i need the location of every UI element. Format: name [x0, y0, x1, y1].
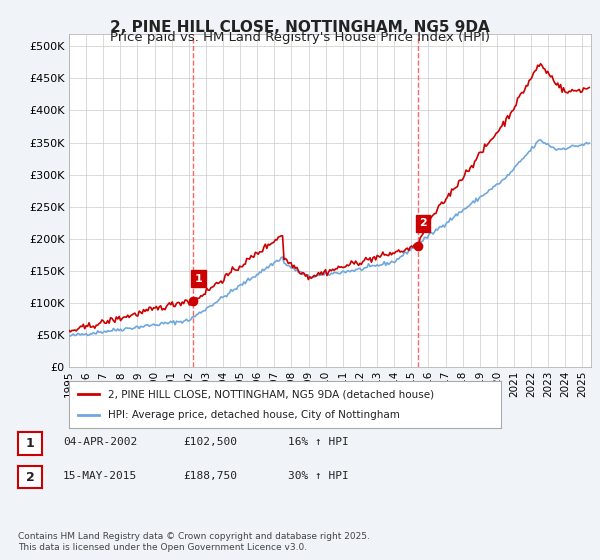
Text: £188,750: £188,750	[183, 471, 237, 481]
Text: 2: 2	[419, 218, 427, 228]
Text: 30% ↑ HPI: 30% ↑ HPI	[288, 471, 349, 481]
Text: 16% ↑ HPI: 16% ↑ HPI	[288, 437, 349, 447]
Text: 2, PINE HILL CLOSE, NOTTINGHAM, NG5 9DA (detached house): 2, PINE HILL CLOSE, NOTTINGHAM, NG5 9DA …	[108, 389, 434, 399]
Text: 1: 1	[26, 437, 34, 450]
Text: Price paid vs. HM Land Registry's House Price Index (HPI): Price paid vs. HM Land Registry's House …	[110, 31, 490, 44]
Text: HPI: Average price, detached house, City of Nottingham: HPI: Average price, detached house, City…	[108, 410, 400, 420]
Text: 1: 1	[194, 274, 202, 284]
Text: 04-APR-2002: 04-APR-2002	[63, 437, 137, 447]
Text: £102,500: £102,500	[183, 437, 237, 447]
Text: Contains HM Land Registry data © Crown copyright and database right 2025.
This d: Contains HM Land Registry data © Crown c…	[18, 532, 370, 552]
Text: 2: 2	[26, 470, 34, 484]
Text: 15-MAY-2015: 15-MAY-2015	[63, 471, 137, 481]
Text: 2, PINE HILL CLOSE, NOTTINGHAM, NG5 9DA: 2, PINE HILL CLOSE, NOTTINGHAM, NG5 9DA	[110, 20, 490, 35]
